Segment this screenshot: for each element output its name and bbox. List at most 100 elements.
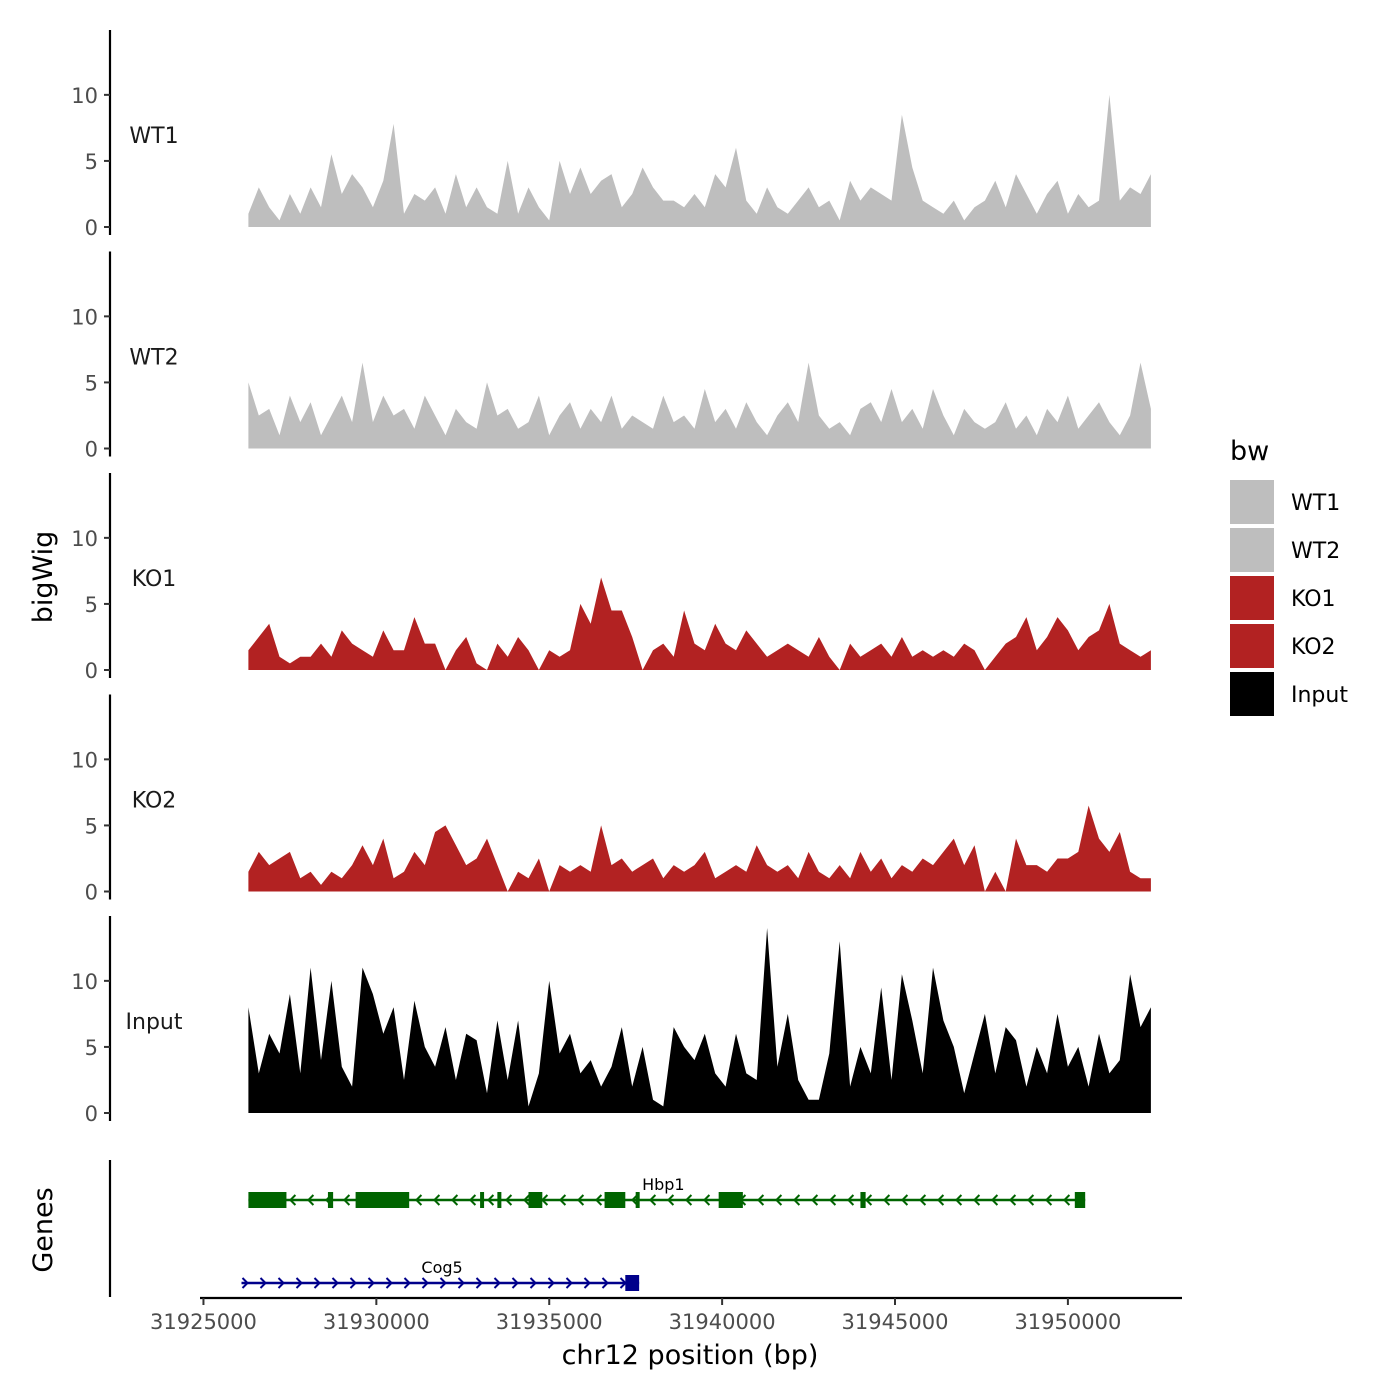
track-area-wt1 <box>248 94 1151 228</box>
strand-arrow <box>558 1194 567 1206</box>
strand-arrow <box>486 1194 495 1206</box>
strand-arrow <box>756 1194 765 1206</box>
legend-swatch <box>1230 672 1274 716</box>
x-axis: 31925000 31930000 31935000 31940000 31945000… <box>150 1296 1182 1334</box>
legend-title: bw <box>1230 436 1269 467</box>
strand-arrow <box>439 1277 447 1289</box>
legend-label: Input <box>1291 683 1348 708</box>
y-tick-label: 10 <box>71 84 98 108</box>
strand-arrow <box>504 1194 513 1206</box>
y-tick-label: 5 <box>85 1036 98 1060</box>
legend-item-wt2: WT2 <box>1230 528 1340 572</box>
gene-exon <box>528 1192 543 1208</box>
y-tick-label: 10 <box>71 527 98 551</box>
gene-exon <box>497 1192 502 1208</box>
y-tick-label: 10 <box>71 970 98 994</box>
legend-item-wt1: WT1 <box>1230 480 1340 524</box>
y-tick-label: 10 <box>71 748 98 772</box>
y-tick-label: 0 <box>85 438 98 462</box>
legend-label: WT2 <box>1291 539 1340 564</box>
strand-arrow <box>259 1277 267 1289</box>
strand-arrow <box>1008 1194 1017 1206</box>
strand-arrow <box>792 1194 801 1206</box>
legend-item-ko2: KO2 <box>1230 624 1336 668</box>
track-label-wt2: WT2 <box>129 346 178 371</box>
strand-arrow <box>295 1277 303 1289</box>
strand-arrow <box>774 1194 783 1206</box>
strand-arrow <box>385 1277 393 1289</box>
strand-arrow <box>954 1194 963 1206</box>
legend-label: WT1 <box>1291 491 1340 516</box>
track-label-ko1: KO1 <box>132 567 177 592</box>
strand-arrow <box>1026 1194 1035 1206</box>
gene-exon <box>718 1192 743 1208</box>
legend-item-input: Input <box>1230 672 1348 716</box>
legend-label: KO2 <box>1291 635 1336 660</box>
legend-item-ko1: KO1 <box>1230 576 1336 620</box>
track-wt1: 0 5 10 WT1 <box>71 30 1151 240</box>
y-tick-label: 5 <box>85 814 98 838</box>
track-label-ko2: KO2 <box>132 789 177 814</box>
track-area-ko1 <box>248 577 1151 670</box>
legend-label: KO1 <box>1291 587 1336 612</box>
strand-arrow <box>277 1277 285 1289</box>
y-tick-label: 0 <box>85 659 98 683</box>
strand-arrow <box>547 1277 555 1289</box>
gene-cog5: Cog5 <box>241 1258 640 1291</box>
track-label-wt1: WT1 <box>129 124 178 149</box>
strand-arrow <box>1062 1194 1071 1206</box>
coverage-tracks: 0 5 10 WT1 0 5 10 WT2 0 5 10 KO1 0 5 10 KO2 0 5 10 Input <box>71 30 1151 1126</box>
y-axis-label: bigWig <box>28 531 59 624</box>
strand-arrow <box>594 1194 603 1206</box>
strand-arrow <box>565 1277 573 1289</box>
y-tick-label: 0 <box>85 1102 98 1126</box>
y-tick-label: 5 <box>85 593 98 617</box>
strand-arrow <box>918 1194 927 1206</box>
legend-swatch <box>1230 624 1274 668</box>
y-tick-label: 5 <box>85 150 98 174</box>
strand-arrow <box>342 1194 351 1206</box>
track-area-wt2 <box>248 362 1151 449</box>
gene-exon <box>327 1192 334 1208</box>
y-tick-label: 0 <box>85 881 98 905</box>
track-ko1: 0 5 10 KO1 <box>71 473 1151 683</box>
x-tick-label: 31950000 <box>1014 1310 1121 1334</box>
strand-arrow <box>666 1194 675 1206</box>
strand-arrow <box>810 1194 819 1206</box>
track-area-input <box>248 928 1151 1113</box>
gene-exon <box>355 1192 410 1208</box>
legend-swatch <box>1230 528 1274 572</box>
x-tick-label: 31945000 <box>842 1310 949 1334</box>
strand-arrow <box>475 1277 483 1289</box>
x-tick-label: 31925000 <box>150 1310 257 1334</box>
strand-arrow <box>522 1194 531 1206</box>
strand-arrow <box>432 1194 441 1206</box>
strand-arrow <box>493 1277 501 1289</box>
strand-arrow <box>583 1277 591 1289</box>
x-axis-label: chr12 position (bp) <box>562 1340 819 1371</box>
y-tick-label: 5 <box>85 371 98 395</box>
gene-exon <box>860 1192 866 1208</box>
gene-label: Hbp1 <box>642 1175 685 1194</box>
strand-arrow <box>576 1194 585 1206</box>
strand-arrow <box>331 1277 339 1289</box>
strand-arrow <box>990 1194 999 1206</box>
strand-arrow <box>349 1277 357 1289</box>
gene-exon <box>480 1192 485 1208</box>
strand-arrow <box>1044 1194 1053 1206</box>
legend: bw WT1 WT2 KO1 KO2 Input <box>1230 436 1348 716</box>
strand-arrow <box>684 1194 693 1206</box>
strand-arrow <box>601 1277 609 1289</box>
strand-arrow <box>864 1194 873 1206</box>
x-tick-label: 31935000 <box>496 1310 603 1334</box>
gene-hbp1: Hbp1 <box>248 1175 1086 1208</box>
legend-swatch <box>1230 480 1274 524</box>
strand-arrow <box>511 1277 519 1289</box>
strand-arrow <box>403 1277 411 1289</box>
strand-arrow <box>846 1194 855 1206</box>
y-tick-label: 10 <box>71 305 98 329</box>
strand-arrow <box>306 1194 315 1206</box>
legend-swatch <box>1230 576 1274 620</box>
x-tick-label: 31940000 <box>669 1310 776 1334</box>
